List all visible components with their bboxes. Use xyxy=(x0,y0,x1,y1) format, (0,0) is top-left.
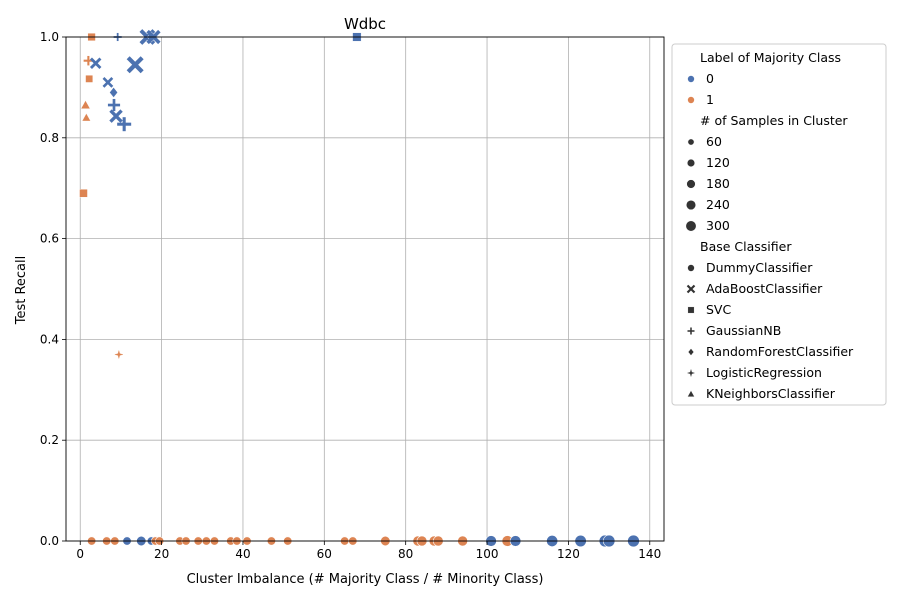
data-point-18 xyxy=(114,349,124,360)
x-tick-label-4: 80 xyxy=(398,547,413,561)
x-tick-label-6: 120 xyxy=(557,547,580,561)
data-point-16 xyxy=(117,117,132,132)
legend-style-label-3: GaussianNB xyxy=(706,323,781,338)
data-point-15 xyxy=(81,112,91,122)
legend: Label of Majority Class 0 1 # of Samples in… xyxy=(671,43,887,406)
data-point-17 xyxy=(79,189,88,198)
legend-style-label-5: LogisticRegression xyxy=(706,365,822,380)
axis-ticks: 0 20 40 60 80 100 120 140 0.0 0.2 0.4 0.6 0.8 1.0 xyxy=(40,30,661,561)
y-axis-label: Test Recall xyxy=(14,256,29,326)
legend-style-marker-2-shape xyxy=(687,306,695,314)
x-tick-label-7: 140 xyxy=(638,547,661,561)
legend-size-label-4: 300 xyxy=(706,218,730,233)
legend-size-marker-3-shape xyxy=(685,199,697,211)
legend-size-marker-2 xyxy=(686,179,696,189)
data-points xyxy=(79,29,640,548)
data-point-14-stroke-b xyxy=(109,109,123,123)
data-point-12 xyxy=(107,98,121,112)
legend-style-marker-6 xyxy=(687,390,695,397)
legend-size-marker-4-shape xyxy=(685,220,697,232)
legend-style-label-4: RandomForestClassifier xyxy=(706,344,854,359)
data-point-14 xyxy=(109,109,123,123)
legend-style-label-6: KNeighborsClassifier xyxy=(706,386,836,401)
legend-size-marker-1-shape xyxy=(686,158,696,168)
x-tick-label-3: 60 xyxy=(317,547,332,561)
data-point-9-shape xyxy=(85,74,94,83)
data-point-10 xyxy=(102,77,114,88)
y-tick-label-5: 1.0 xyxy=(40,30,59,44)
x-tick-label-0: 0 xyxy=(76,547,84,561)
legend-hue-marker-0 xyxy=(687,75,695,83)
legend-hue-marker-1-shape xyxy=(687,96,695,104)
data-point-10-stroke-b xyxy=(102,77,114,88)
legend-size-marker-4 xyxy=(685,220,697,232)
y-tick-label-0: 0.0 xyxy=(40,534,59,548)
legend-size-label-0: 60 xyxy=(706,134,722,149)
legend-style-marker-4 xyxy=(687,348,695,356)
legend-size-label-1: 120 xyxy=(706,155,730,170)
legend-style-label-1: AdaBoostClassifier xyxy=(706,281,823,296)
legend-hue-title: Label of Majority Class xyxy=(700,50,841,65)
legend-box xyxy=(671,43,887,406)
legend-style-marker-1-stroke-b xyxy=(686,284,696,294)
data-point-7 xyxy=(89,57,102,69)
legend-hue-marker-1 xyxy=(687,96,695,104)
chart-title: Wdbc xyxy=(344,15,386,33)
legend-hue-marker-0-shape xyxy=(687,75,695,83)
legend-style-marker-4-shape xyxy=(687,348,695,356)
legend-style-marker-6-shape xyxy=(687,390,695,397)
y-tick-label-4: 0.8 xyxy=(40,131,59,145)
data-point-15-shape xyxy=(81,112,91,122)
legend-hue-label-0: 0 xyxy=(706,71,714,86)
legend-size-title: # of Samples in Cluster xyxy=(700,113,848,128)
legend-style-marker-1 xyxy=(686,284,696,294)
legend-style-label-0: DummyClassifier xyxy=(706,260,813,275)
legend-size-marker-3 xyxy=(685,199,697,211)
legend-style-marker-0-shape xyxy=(687,264,695,272)
legend-size-marker-0-shape xyxy=(687,138,695,146)
data-point-8-stroke-b xyxy=(126,56,144,74)
legend-size-label-3: 240 xyxy=(706,197,730,212)
data-point-11 xyxy=(109,87,118,98)
data-point-17-shape xyxy=(79,189,88,198)
y-tick-label-1: 0.2 xyxy=(40,433,59,447)
legend-style-marker-5 xyxy=(686,368,696,378)
x-tick-label-2: 40 xyxy=(235,547,250,561)
x-tick-label-5: 100 xyxy=(476,547,499,561)
legend-style-marker-0 xyxy=(687,264,695,272)
legend-size-marker-1 xyxy=(686,158,696,168)
legend-style-label-2: SVC xyxy=(706,302,731,317)
x-tick-label-1: 20 xyxy=(154,547,169,561)
plot-area-frame xyxy=(65,36,665,542)
legend-style-title: Base Classifier xyxy=(700,239,792,254)
legend-size-marker-2-shape xyxy=(686,179,696,189)
y-tick-label-3: 0.6 xyxy=(40,232,59,246)
grid-lines xyxy=(66,36,664,542)
y-tick-label-2: 0.4 xyxy=(40,332,59,346)
legend-style-marker-2 xyxy=(687,306,695,314)
legend-style-marker-5-shape xyxy=(686,368,696,378)
data-point-9 xyxy=(85,74,94,83)
data-point-8 xyxy=(126,56,144,74)
legend-size-label-2: 180 xyxy=(706,176,730,191)
legend-style-marker-3 xyxy=(687,327,695,335)
data-point-13 xyxy=(80,100,91,109)
legend-size-marker-0 xyxy=(687,138,695,146)
data-point-13-shape xyxy=(80,100,91,109)
data-point-7-stroke-b xyxy=(89,57,102,69)
legend-hue-label-1: 1 xyxy=(706,92,714,107)
data-point-11-shape xyxy=(109,87,118,98)
data-point-18-shape xyxy=(114,349,124,360)
x-axis-label: Cluster Imbalance (# Majority Class / # … xyxy=(187,572,544,587)
